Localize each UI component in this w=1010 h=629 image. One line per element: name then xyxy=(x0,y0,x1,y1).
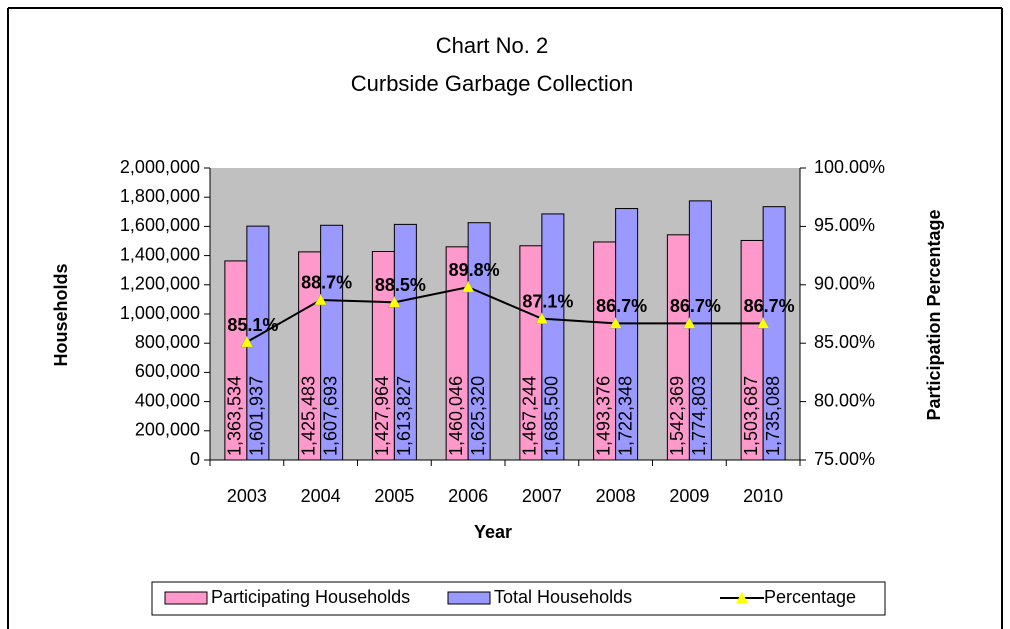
line xyxy=(246,286,764,343)
y-tick-label: 1,200,000 xyxy=(120,274,200,294)
y-tick-label: 400,000 xyxy=(135,390,200,410)
data-label: 88.7% xyxy=(301,273,352,293)
legend-swatch xyxy=(736,592,748,603)
chart-title: Chart No. 2 xyxy=(436,33,549,58)
x-tick-label: 2008 xyxy=(596,486,636,506)
marker xyxy=(461,280,475,293)
y-tick-label: 600,000 xyxy=(135,361,200,381)
data-label: 1,774,803 xyxy=(689,376,709,456)
x-tick-label: 2007 xyxy=(522,486,562,506)
y2-tick-label: 90.00% xyxy=(814,274,875,294)
data-label: 1,493,376 xyxy=(593,376,613,456)
marker xyxy=(535,312,549,324)
marker xyxy=(756,316,770,329)
data-label: 1,542,369 xyxy=(667,376,687,456)
data-label: 86.7% xyxy=(670,296,721,316)
data-label: 85.1% xyxy=(227,315,278,335)
data-label: 1,607,693 xyxy=(320,376,340,456)
chart-subtitle: Curbside Garbage Collection xyxy=(351,71,634,96)
marker xyxy=(240,335,254,348)
x-tick-label: 2006 xyxy=(448,486,488,506)
legend-label: Total Households xyxy=(494,587,632,607)
y-axis-title: Households xyxy=(51,263,71,366)
y-tick-label: 1,800,000 xyxy=(120,186,200,206)
y-tick-label: 1,600,000 xyxy=(120,215,200,235)
x-tick-label: 2010 xyxy=(743,486,783,506)
y-tick-label: 0 xyxy=(190,449,200,469)
y2-tick-label: 75.00% xyxy=(814,449,875,469)
data-label: 1,601,937 xyxy=(247,376,267,456)
y-tick-label: 1,400,000 xyxy=(120,244,200,264)
x-tick-label: 2003 xyxy=(227,486,267,506)
data-label: 1,722,348 xyxy=(615,376,635,456)
data-label: 88.5% xyxy=(375,275,426,295)
data-label: 89.8% xyxy=(449,260,500,280)
data-label: 86.7% xyxy=(744,296,795,316)
y2-tick-label: 100.00% xyxy=(814,157,885,177)
x-tick-label: 2005 xyxy=(374,486,414,506)
marker xyxy=(387,295,401,308)
legend-swatch xyxy=(447,591,491,605)
x-tick-label: 2004 xyxy=(301,486,341,506)
marker xyxy=(314,293,328,306)
data-label: 86.7% xyxy=(596,296,647,316)
data-label: 1,467,244 xyxy=(520,376,540,456)
data-label: 1,735,088 xyxy=(763,376,783,456)
y2-tick-label: 95.00% xyxy=(814,215,875,235)
y2-tick-label: 80.00% xyxy=(814,390,875,410)
marker xyxy=(609,316,623,329)
y-tick-label: 2,000,000 xyxy=(120,157,200,177)
data-label: 1,363,534 xyxy=(225,376,245,456)
y-tick-label: 1,000,000 xyxy=(120,303,200,323)
data-label: 87.1% xyxy=(522,291,573,311)
legend-swatch xyxy=(164,591,208,605)
legend-label: Participating Households xyxy=(211,587,410,607)
data-label: 1,460,046 xyxy=(446,376,466,456)
x-axis-title: Year xyxy=(474,522,512,542)
data-label: 1,613,827 xyxy=(394,376,414,456)
x-tick-label: 2009 xyxy=(669,486,709,506)
y2-axis-title: Participation Percentage xyxy=(924,209,944,420)
data-label: 1,685,500 xyxy=(542,376,562,456)
marker xyxy=(682,316,696,329)
legend-label: Percentage xyxy=(764,587,856,607)
data-label: 1,425,483 xyxy=(298,376,318,456)
y-tick-label: 800,000 xyxy=(135,332,200,352)
y-tick-label: 200,000 xyxy=(135,420,200,440)
data-label: 1,503,687 xyxy=(741,376,761,456)
y2-tick-label: 85.00% xyxy=(814,332,875,352)
data-label: 1,427,964 xyxy=(372,376,392,456)
data-label: 1,625,320 xyxy=(468,376,488,456)
